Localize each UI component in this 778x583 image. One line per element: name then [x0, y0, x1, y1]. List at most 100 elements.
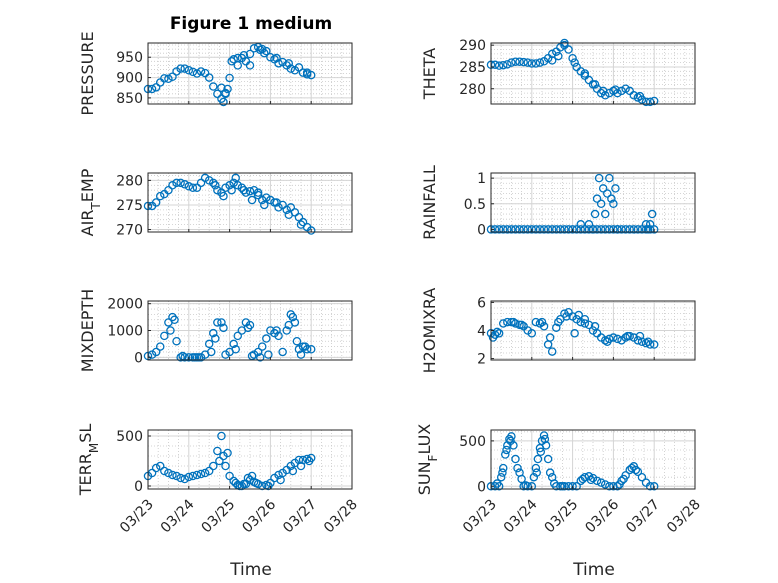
- x-tick-label: 03/26: [239, 496, 279, 536]
- x-axis-label-right: Time: [572, 560, 615, 580]
- x-tick-label: 03/23: [460, 497, 500, 537]
- data-point: [221, 89, 230, 99]
- data-point: [247, 351, 257, 361]
- data-point: [264, 481, 273, 491]
- data-point: [629, 91, 639, 100]
- data-point: [588, 225, 598, 234]
- data-point: [164, 468, 173, 478]
- data-point: [239, 50, 249, 60]
- data-point: [580, 69, 590, 78]
- data-point: [188, 471, 198, 481]
- data-point: [535, 58, 545, 67]
- data-point: [284, 59, 294, 68]
- data-point: [239, 479, 249, 489]
- data-point: [151, 463, 161, 473]
- data-point: [223, 84, 232, 94]
- data-point: [600, 225, 610, 234]
- data-point: [217, 318, 226, 327]
- data-point: [600, 209, 610, 219]
- data-point: [241, 188, 251, 197]
- data-point: [598, 184, 608, 193]
- data-point: [239, 185, 249, 195]
- data-point: [541, 441, 551, 450]
- data-point: [206, 347, 216, 357]
- data-point: [592, 476, 602, 486]
- data-point: [272, 198, 281, 207]
- data-point: [213, 89, 222, 99]
- data-point: [278, 347, 287, 357]
- data-point: [204, 339, 214, 349]
- data-point: [527, 59, 537, 68]
- data-point: [488, 333, 498, 342]
- data-point: [276, 475, 285, 485]
- data-point: [519, 225, 528, 234]
- data-point: [494, 61, 504, 70]
- data-point: [603, 337, 612, 346]
- data-point: [584, 320, 594, 330]
- y-tick-label: 0: [477, 222, 486, 238]
- data-point: [536, 447, 546, 457]
- data-point: [229, 339, 238, 349]
- data-point: [547, 225, 557, 234]
- data-point: [511, 225, 520, 234]
- data-point: [151, 198, 161, 207]
- data-point: [554, 317, 563, 327]
- data-point: [609, 482, 618, 491]
- data-point: [506, 436, 515, 446]
- data-point: [225, 73, 234, 83]
- data-point: [282, 326, 291, 335]
- data-point: [629, 225, 639, 234]
- data-point: [633, 225, 643, 234]
- data-point: [227, 185, 236, 195]
- data-point: [184, 65, 194, 75]
- data-point: [511, 319, 520, 328]
- data-point: [647, 209, 657, 219]
- subplot-mixdepth: 0 1000 2000 MIXDEPTH: [78, 289, 353, 372]
- data-point: [160, 331, 169, 341]
- data-point: [196, 178, 206, 188]
- data-point: [302, 454, 312, 464]
- data-point: [540, 434, 550, 444]
- data-point: [204, 73, 214, 82]
- data-point: [221, 461, 230, 471]
- data-point: [243, 323, 253, 333]
- data-point: [498, 60, 508, 70]
- data-point: [556, 225, 565, 234]
- data-point: [213, 446, 222, 456]
- data-point: [532, 468, 541, 477]
- data-point: [631, 465, 641, 475]
- data-point: [609, 199, 618, 209]
- y-tick-label: 285: [459, 60, 486, 76]
- data-point: [155, 342, 165, 351]
- data-point: [274, 59, 283, 68]
- data-point: [168, 72, 177, 82]
- data-point: [219, 323, 228, 333]
- x-tick-label: 03/28: [664, 497, 704, 537]
- y-axis-label: AIRTEMP: [78, 168, 103, 236]
- data-point: [637, 337, 647, 346]
- data-point: [564, 45, 573, 54]
- data-point: [192, 183, 202, 192]
- data-point: [623, 331, 632, 341]
- data-point: [298, 217, 308, 227]
- axes-box: [490, 42, 696, 105]
- data-point: [643, 337, 653, 346]
- data-point: [247, 195, 257, 205]
- data-point: [611, 184, 620, 193]
- x-tick-label: 03/27: [280, 497, 320, 537]
- subplot-terr-msl: 0 500 TERRMSL 03/23 03/24 03/25 03/26 03/27 03/2…: [76, 424, 361, 537]
- data-point: [302, 68, 312, 77]
- data-point: [633, 467, 643, 477]
- data-point: [194, 353, 204, 362]
- data-point: [294, 212, 304, 222]
- y-axis-label: H2OMIXRA: [420, 288, 439, 374]
- data-point: [584, 220, 594, 229]
- y-tick-label: 2: [477, 352, 486, 368]
- data-point: [576, 225, 586, 234]
- data-point: [543, 225, 553, 234]
- y-tick-label: 270: [116, 223, 143, 239]
- data-point: [196, 469, 206, 479]
- y-tick-label: 4: [477, 324, 486, 340]
- data-point: [503, 60, 512, 69]
- data-point: [209, 328, 218, 338]
